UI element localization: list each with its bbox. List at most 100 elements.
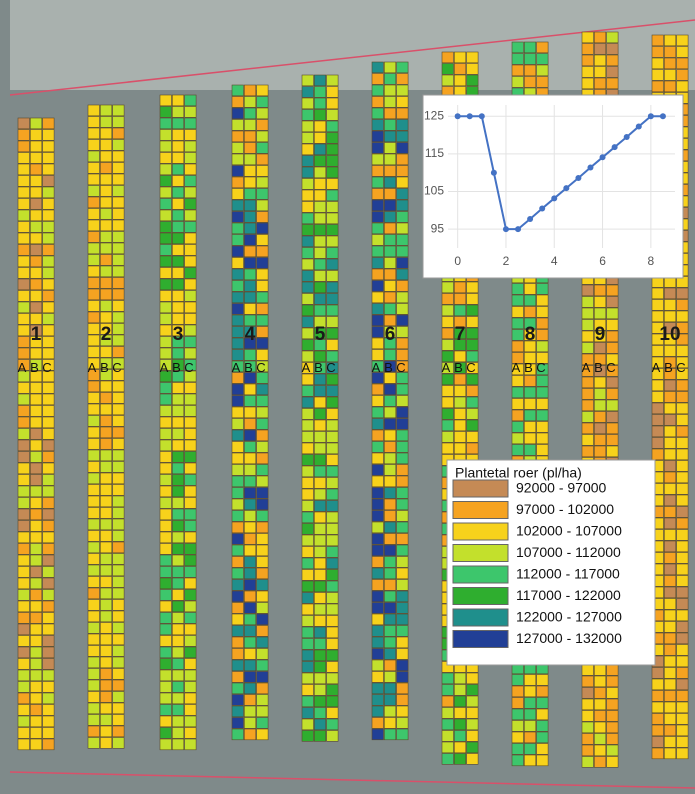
plot-cell [18,475,30,486]
plot-cell [172,406,184,417]
plot-cell [677,691,689,702]
plot-cell [88,117,100,128]
plot-cell [397,603,409,614]
plot-cell [257,327,269,338]
plot-cell [372,672,384,683]
legend-swatch [453,480,508,497]
plot-cell [185,590,197,601]
plot-cell [537,307,549,318]
plot-cell [172,279,184,290]
plot-cell [397,327,409,338]
plot-cell [185,199,197,210]
plot-cell [160,153,172,164]
plot-cell [314,455,326,466]
plot-cell [244,177,256,188]
plot-cell [677,311,689,322]
plot-cell [372,534,384,545]
plot-cell [43,716,55,727]
plot-cell [88,427,100,438]
plot-cell [372,281,384,292]
strip-label: 5 [315,324,326,345]
plot-cell [397,695,409,706]
plot-cell [594,745,606,756]
plot-cell [113,508,125,519]
plot-cell [512,77,524,88]
plot-cell [172,383,184,394]
plot-cell [113,335,125,346]
plot-cell [442,673,454,684]
plot-cell [30,130,42,141]
plot-cell [372,660,384,671]
plot-cell [442,282,454,293]
plot-cell [18,567,30,578]
plot-cell [467,685,479,696]
plot-cell [442,340,454,351]
plot-cell [43,590,55,601]
plot-cell [677,737,689,748]
legend: Plantetal roer (pl/ha) 92000 - 970009700… [447,460,655,665]
plot-cell [397,637,409,648]
plot-cell [664,748,676,759]
plot-cell [244,580,256,591]
strip-label: 10 [659,324,680,345]
plot-cell [607,400,619,411]
plot-cell [652,300,664,311]
plot-cell [244,189,256,200]
plot-cell [582,665,594,676]
plot-cell [442,75,454,86]
plot-cell [160,613,172,624]
plot-cell [257,419,269,430]
plot-cell [607,67,619,78]
plot-cell [244,534,256,545]
plot-cell [384,108,396,119]
plot-cell [302,420,314,431]
plot-cell [327,98,339,109]
plot-cell [302,98,314,109]
plot-cell [100,220,112,231]
plot-cell [327,156,339,167]
plot-cell [652,725,664,736]
plot-cell [18,314,30,325]
plot-cell [454,52,466,63]
plot-cell [232,108,244,119]
plot-cell [607,412,619,423]
plot-cell [18,394,30,405]
plot-cell [302,593,314,604]
plot-cell [257,626,269,637]
plot-cell [384,430,396,441]
plot-cell [232,637,244,648]
plot-cell [537,755,549,766]
column-label: A [372,360,381,375]
plot-cell [88,186,100,197]
plot-cell [314,179,326,190]
plot-cell [677,645,689,656]
plot-cell [160,256,172,267]
plot-cell [664,725,676,736]
plot-cell [244,430,256,441]
plot-cell [372,223,384,234]
plot-cell [30,233,42,244]
plot-cell [30,509,42,520]
plot-cell [537,445,549,456]
plot-cell [397,223,409,234]
plot-cell [257,718,269,729]
plot-cell [100,140,112,151]
plot-cell [43,647,55,658]
plot-cell [257,488,269,499]
plot-cell [582,400,594,411]
plot-cell [314,121,326,132]
plot-cell [327,202,339,213]
plot-cell [18,440,30,451]
plot-cell [113,105,125,116]
plot-cell [160,659,172,670]
plot-cell [664,714,676,725]
plot-cell [30,256,42,267]
column-label: A [18,360,27,375]
plot-cell [232,706,244,717]
plot-cell [113,600,125,611]
plot-cell [160,394,172,405]
plot-cell [18,164,30,175]
plot-cell [185,153,197,164]
plot-cell [384,269,396,280]
plot-cell [257,97,269,108]
